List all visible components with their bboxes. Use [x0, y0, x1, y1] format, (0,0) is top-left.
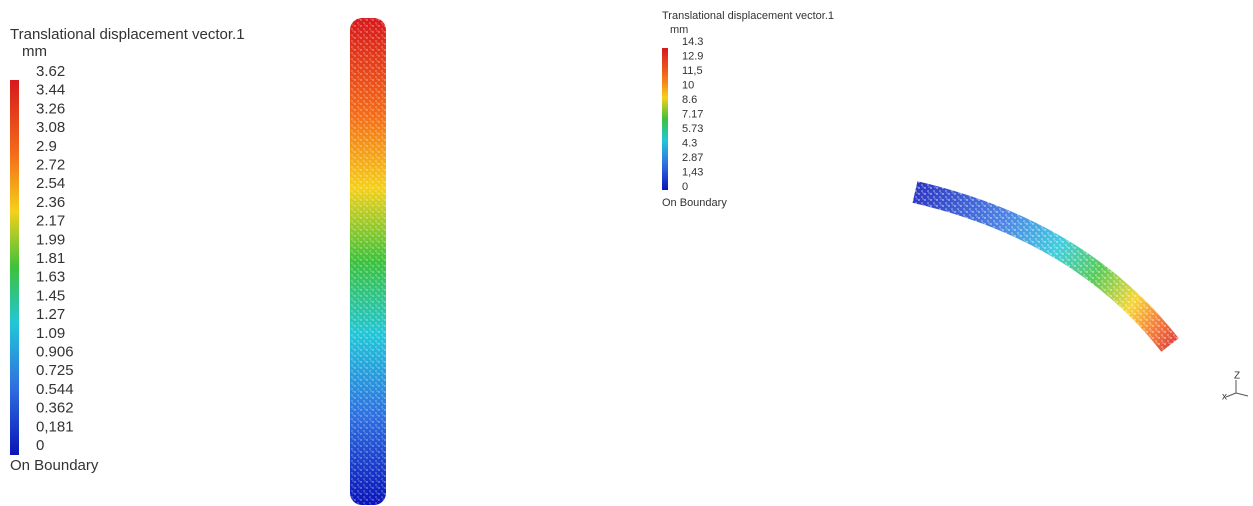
triad-x: x [1222, 392, 1227, 403]
scale-label: 0.725 [36, 362, 74, 379]
legend-footer: On Boundary [10, 457, 99, 474]
scale-label: 3.62 [36, 63, 65, 80]
scale-label: 2.9 [36, 138, 57, 155]
scale-label: 0.906 [36, 343, 74, 360]
scale-label: 2.54 [36, 175, 65, 192]
legend-title: Translational displacement vector.1 [10, 26, 245, 43]
scale-label: 2.72 [36, 156, 65, 173]
scale-label: 3.44 [36, 82, 65, 99]
scale-label: 2.36 [36, 194, 65, 211]
scale-label: 10 [682, 79, 694, 91]
scale-label: 3.08 [36, 119, 65, 136]
legend-title: Translational displacement vector.1 [662, 10, 834, 22]
scale-label: 1.63 [36, 269, 65, 286]
scale-label: 1.45 [36, 287, 65, 304]
scale-label: 1.27 [36, 306, 65, 323]
scale-label: 11,5 [682, 65, 703, 77]
scale-label: 5.73 [682, 123, 703, 135]
scale-label: 1.99 [36, 231, 65, 248]
cylinder-model [350, 18, 386, 505]
axis-triad [1226, 380, 1248, 397]
scale-label: 7.17 [682, 108, 703, 120]
scale-label: 1,43 [682, 166, 703, 178]
scale-label: 0.362 [36, 400, 74, 417]
scale-label: 12.9 [682, 50, 703, 62]
scale-label: 0,181 [36, 418, 74, 435]
scale-label: 0.544 [36, 381, 74, 398]
beam-model [915, 192, 1170, 345]
color-scale [662, 48, 668, 190]
scale-label: 1.81 [36, 250, 65, 267]
scale-label: 14.3 [682, 36, 703, 48]
color-scale [10, 80, 19, 455]
scale-label: 4.3 [682, 137, 697, 149]
scale-label: 2.17 [36, 213, 65, 230]
scale-label: 1.09 [36, 325, 65, 342]
scale-label: 0 [36, 437, 44, 454]
legend-footer: On Boundary [662, 197, 727, 209]
legend-unit: mm [670, 24, 688, 36]
triad-z: Z [1234, 371, 1240, 382]
scale-label: 8.6 [682, 94, 697, 106]
scale-label: 3.26 [36, 100, 65, 117]
scale-label: 2.87 [682, 152, 703, 164]
legend-unit: mm [22, 43, 47, 60]
result-viewer: Z x Translational displacement vector.1m… [0, 0, 1253, 506]
scale-label: 0 [682, 181, 688, 193]
